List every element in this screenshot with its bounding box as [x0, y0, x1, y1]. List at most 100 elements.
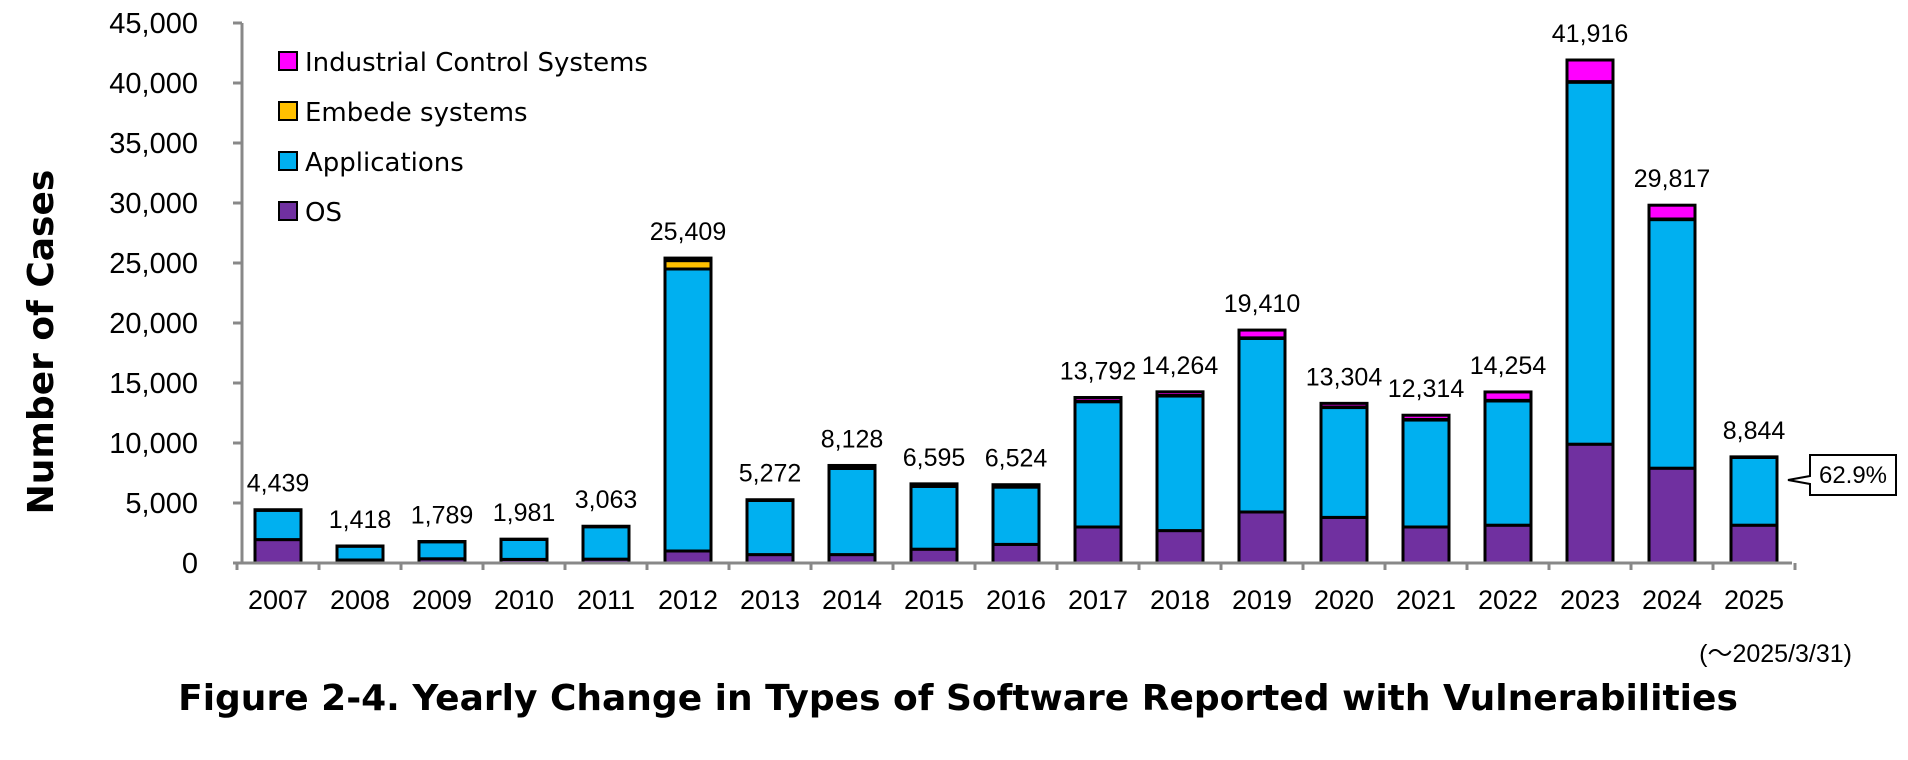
- legend-swatch: [278, 151, 298, 171]
- bar-group-2018: [1155, 390, 1205, 565]
- bar-segment-industrial-control-systems: [1319, 401, 1369, 409]
- bar-segment-applications: [663, 267, 713, 553]
- bar-group-2016: [991, 483, 1041, 565]
- bar-group-2020: [1319, 401, 1369, 565]
- x-tick-label: 2023: [1560, 585, 1620, 615]
- bar-segment-industrial-control-systems: [991, 483, 1041, 489]
- x-tick-label: 2025: [1724, 585, 1784, 615]
- y-tick-label: 0: [182, 548, 198, 580]
- bar-group-2010: [499, 537, 549, 565]
- total-label: 13,304: [1306, 363, 1383, 391]
- x-tick-label: 2018: [1150, 585, 1210, 615]
- x-tick-label: 2016: [986, 585, 1046, 615]
- bar-segment-applications: [417, 540, 467, 561]
- bar-group-2019: [1237, 328, 1287, 565]
- y-tick-label: 40,000: [109, 68, 198, 100]
- total-label: 8,844: [1723, 417, 1786, 445]
- y-tick-label: 35,000: [109, 128, 198, 160]
- date-note: (～2025/3/31): [1699, 640, 1852, 668]
- bar-group-2021: [1401, 413, 1451, 565]
- x-tick-label: 2007: [248, 585, 308, 615]
- total-label: 5,272: [739, 460, 802, 488]
- legend-label: Industrial Control Systems: [305, 48, 648, 78]
- bar-segment-os: [663, 549, 713, 565]
- bar-segment-os: [1729, 523, 1779, 565]
- total-label: 3,063: [575, 486, 638, 514]
- total-label: 41,916: [1552, 20, 1628, 48]
- bar-segment-applications: [1647, 218, 1697, 470]
- bar-segment-applications: [991, 485, 1041, 546]
- bar-group-2022: [1483, 390, 1533, 565]
- bar-segment-applications: [1319, 406, 1369, 519]
- bar-segment-applications: [335, 544, 385, 562]
- bar-group-2007: [253, 508, 303, 565]
- bar-group-2009: [417, 540, 467, 565]
- x-tick-label: 2012: [658, 585, 718, 615]
- bar-segment-os: [253, 538, 303, 565]
- total-label: 29,817: [1634, 165, 1710, 193]
- callout-shape: [1787, 454, 1897, 496]
- bar-segment-applications: [745, 498, 795, 557]
- total-label: 14,264: [1142, 352, 1219, 380]
- bar-segment-applications: [1565, 80, 1615, 446]
- figure-title: Figure 2-4. Yearly Change in Types of So…: [178, 678, 1738, 719]
- total-label: 25,409: [650, 218, 726, 246]
- legend-item: Industrial Control Systems: [278, 48, 648, 78]
- bar-segment-applications: [909, 484, 959, 551]
- bar-segment-applications: [827, 466, 877, 557]
- y-tick-label: 25,000: [109, 248, 198, 280]
- bar-segment-applications: [499, 537, 549, 561]
- callout-text: 62.9%: [1819, 462, 1887, 489]
- legend-label: Applications: [305, 148, 464, 178]
- y-axis-title: Number of Cases: [21, 170, 62, 515]
- bar-group-2015: [909, 482, 959, 565]
- bar-segment-industrial-control-systems: [663, 256, 713, 263]
- x-tick-label: 2020: [1314, 585, 1374, 615]
- bar-segment-os: [1073, 525, 1123, 565]
- bar-segment-industrial-control-systems: [1483, 390, 1533, 402]
- bar-group-2023: [1565, 58, 1615, 565]
- total-label: 19,410: [1224, 290, 1300, 318]
- bar-segment-os: [1483, 523, 1533, 565]
- total-label: 6,524: [985, 445, 1048, 473]
- x-tick-label: 2022: [1478, 585, 1538, 615]
- bar-group-2024: [1647, 203, 1697, 565]
- bar-segment-os: [1647, 466, 1697, 565]
- y-axis: 0 5,000 10,000 15,000 20,000 25,000 30,000 35,0…: [109, 8, 244, 580]
- bar-group-2025: [1729, 455, 1779, 565]
- total-label: 8,128: [821, 425, 884, 453]
- x-tick-label: 2015: [904, 585, 964, 615]
- bar-segment-industrial-control-systems: [827, 463, 877, 470]
- bar-segment-applications: [1483, 399, 1533, 527]
- callout-box: 62.9%: [1787, 454, 1897, 496]
- bar-segment-applications: [581, 525, 631, 561]
- bar-segment-industrial-control-systems: [1565, 58, 1615, 84]
- total-label: 1,418: [329, 506, 392, 534]
- x-tick-label: 2019: [1232, 585, 1292, 615]
- total-label: 13,792: [1060, 357, 1136, 385]
- total-label: 12,314: [1388, 375, 1465, 403]
- bar-group-2008: [335, 544, 385, 565]
- bar-segment-industrial-control-systems: [1401, 413, 1451, 421]
- bar-segment-os: [1565, 442, 1615, 565]
- bar-segment-industrial-control-systems: [1647, 203, 1697, 221]
- x-tick-label: 2010: [494, 585, 554, 615]
- x-tick-label: 2017: [1068, 585, 1128, 615]
- bar-segment-applications: [1401, 418, 1451, 529]
- legend-label: OS: [305, 198, 342, 228]
- x-tick-label: 2008: [330, 585, 390, 615]
- y-tick-label: 45,000: [109, 8, 198, 40]
- bar-segment-os: [1319, 515, 1369, 565]
- bars: [253, 58, 1779, 565]
- x-tick-label: 2024: [1642, 585, 1702, 615]
- y-tick-label: 20,000: [109, 308, 198, 340]
- x-tick-label: 2009: [412, 585, 472, 615]
- x-tick-label: 2013: [740, 585, 800, 615]
- y-tick-label: 10,000: [109, 428, 198, 460]
- x-tick-label: 2021: [1396, 585, 1456, 615]
- total-label: 1,981: [493, 499, 556, 527]
- legend-swatch: [278, 51, 298, 71]
- y-tick-label: 5,000: [125, 488, 198, 520]
